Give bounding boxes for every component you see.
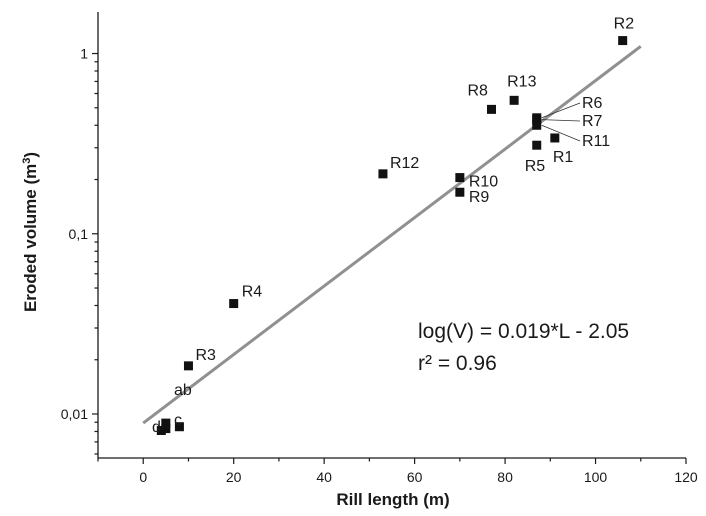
data-point [509, 95, 519, 105]
point-label-r9: R9 [469, 189, 490, 206]
data-point [183, 361, 193, 371]
y-axis-title: Eroded volume (m3) [21, 152, 40, 312]
data-point [156, 425, 166, 435]
y-tick-label: 0,1 [69, 226, 89, 242]
data-point [161, 418, 171, 428]
leader-line-r7 [541, 119, 581, 122]
data-point [229, 299, 239, 309]
data-point [532, 140, 542, 150]
point-label-r11: R11 [582, 133, 610, 150]
regression-line [142, 45, 642, 425]
data-point [487, 104, 497, 114]
point-label-r10: R10 [469, 174, 498, 191]
x-tick-label: 0 [139, 469, 147, 485]
cluster-label-d: d [152, 419, 161, 436]
data-point [378, 169, 388, 179]
point-label-r12: R12 [390, 155, 419, 172]
r-squared: r² = 0.96 [418, 352, 497, 375]
y-axis-title-end: ) [21, 152, 40, 158]
x-tick-label: 100 [584, 469, 608, 485]
x-tick-label: 60 [407, 469, 423, 485]
x-tick-label: 40 [316, 469, 332, 485]
x-tick-label: 80 [497, 469, 513, 485]
data-point [532, 120, 542, 130]
point-label-r8: R8 [468, 82, 489, 99]
y-axis-title-superscript: 3 [21, 158, 33, 164]
axes: 0 20 40 60 80 100 120 0,01 0,1 1 [61, 12, 698, 485]
data-point [550, 133, 560, 143]
y-tick-label: 0,01 [61, 406, 88, 422]
data-point [532, 115, 542, 125]
x-tick-label: 20 [226, 469, 242, 485]
x-axis-title: Rill length (m) [336, 490, 449, 509]
y-tick-label: 1 [80, 46, 88, 62]
leader-line-r11 [541, 124, 581, 142]
data-point [618, 36, 628, 46]
data-point [455, 173, 465, 183]
data-point [161, 424, 171, 434]
point-label-r3: R3 [195, 347, 216, 364]
data-point [174, 422, 184, 432]
point-label-r6: R6 [582, 95, 603, 112]
cluster-label-ab: ab [174, 382, 192, 399]
point-label-r13: R13 [507, 73, 536, 90]
x-tick-label: 120 [674, 469, 698, 485]
data-point [455, 187, 465, 197]
leader-line-r6 [541, 102, 581, 119]
point-label-r4: R4 [242, 284, 263, 301]
point-label-r1: R1 [553, 149, 574, 166]
point-label-r5: R5 [525, 158, 546, 175]
point-label-r7: R7 [582, 113, 603, 130]
cluster-label-c: c [174, 412, 182, 429]
regression-equation: log(V) = 0.019*L - 2.05 [418, 320, 629, 343]
data-points [156, 36, 628, 435]
y-axis-title-main: Eroded volume (m [21, 164, 40, 312]
point-label-r2: R2 [614, 16, 635, 33]
